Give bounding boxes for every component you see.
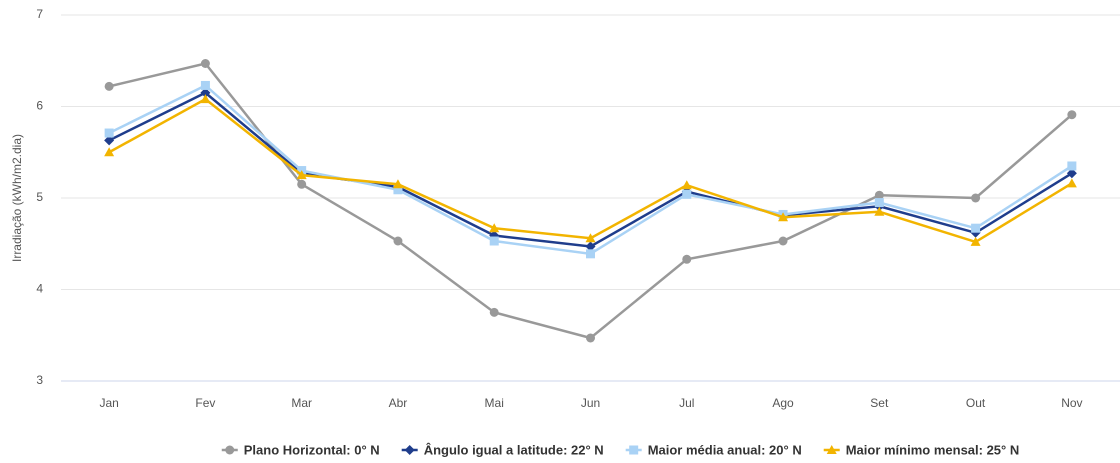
marker	[586, 249, 595, 259]
marker	[404, 445, 415, 455]
marker	[874, 206, 885, 216]
marker	[393, 185, 403, 195]
marker	[296, 170, 307, 180]
legend-item: Maior média anual: 20° N	[625, 442, 802, 457]
x-tick-label: Mai	[485, 396, 504, 410]
marker	[200, 87, 211, 98]
marker	[585, 241, 596, 252]
x-tick-label: Jun	[581, 396, 600, 410]
y-tick-label: 7	[36, 7, 43, 21]
marker	[225, 445, 235, 455]
y-tick-label: 6	[36, 99, 43, 113]
marker	[778, 212, 789, 222]
marker	[874, 190, 884, 200]
legend-label: Maior média anual: 20° N	[648, 442, 802, 457]
legend: Plano Horizontal: 0° N Ângulo igual a lat…	[221, 442, 1020, 457]
marker	[1066, 178, 1077, 188]
marker	[200, 58, 210, 68]
marker	[104, 147, 115, 157]
marker	[489, 236, 499, 246]
marker	[104, 135, 115, 146]
marker	[970, 236, 981, 246]
legend-label: Plano Horizontal: 0° N	[244, 442, 380, 457]
y-tick-label: 5	[36, 190, 43, 204]
x-tick-label: Ago	[772, 396, 794, 410]
marker	[629, 445, 639, 455]
marker	[1067, 161, 1077, 171]
marker	[1066, 168, 1077, 179]
marker	[1067, 110, 1077, 120]
marker	[874, 198, 884, 208]
marker	[585, 233, 596, 243]
marker	[200, 80, 210, 90]
marker	[297, 179, 307, 189]
marker	[682, 254, 692, 264]
series-line	[108, 91, 1073, 248]
series-line	[108, 62, 1073, 340]
x-tick-label: Mar	[291, 396, 312, 410]
x-tick-label: Set	[870, 396, 889, 410]
legend-label: Maior mínimo mensal: 25° N	[846, 442, 1020, 457]
marker	[826, 445, 837, 454]
legend-item: Ângulo igual a latitude: 22° N	[401, 442, 604, 457]
marker	[392, 179, 403, 189]
marker	[778, 236, 788, 246]
marker	[971, 223, 981, 233]
legend-item: Plano Horizontal: 0° N	[221, 442, 380, 457]
marker	[104, 128, 114, 138]
y-tick-label: 4	[36, 282, 43, 296]
marker	[489, 223, 500, 233]
marker	[681, 180, 692, 190]
legend-label: Ângulo igual a latitude: 22° N	[424, 442, 604, 457]
x-tick-label: Abr	[389, 396, 408, 410]
legend-item: Maior mínimo mensal: 25° N	[823, 442, 1020, 457]
y-axis-label: Irradiação (kWh/m2.dia)	[10, 134, 24, 262]
x-tick-label: Nov	[1061, 396, 1082, 410]
marker	[200, 94, 211, 104]
x-tick-label: Fev	[195, 396, 215, 410]
marker	[393, 236, 403, 246]
marker	[489, 307, 499, 317]
marker	[586, 333, 595, 343]
x-tick-label: Jul	[679, 396, 694, 410]
marker	[104, 81, 114, 91]
x-tick-label: Jan	[99, 396, 118, 410]
y-tick-label: 3	[36, 373, 43, 387]
marker	[971, 193, 981, 203]
series-line	[108, 83, 1073, 256]
x-tick-label: Out	[966, 396, 986, 410]
marker	[682, 189, 692, 199]
